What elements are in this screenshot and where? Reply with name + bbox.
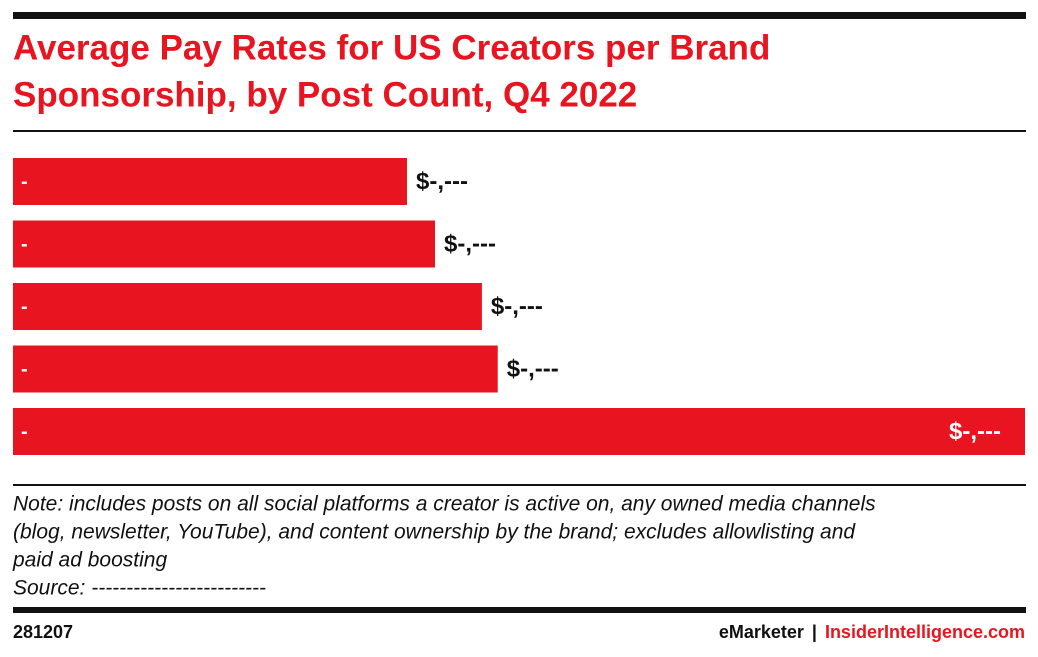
bar [13, 220, 436, 268]
rule [13, 484, 1026, 486]
rule [13, 130, 1026, 132]
value-label: $-,--- [507, 355, 559, 382]
separator: | [812, 622, 817, 642]
bar [13, 408, 1025, 455]
top-rule [13, 12, 1026, 19]
footer-brand: eMarketer | InsiderIntelligence.com [719, 622, 1025, 642]
chart-title: Sponsorship, by Post Count, Q4 2022 [13, 75, 637, 114]
category-label: - [21, 296, 28, 318]
category-label: - [21, 171, 28, 193]
brand: eMarketer [719, 622, 804, 642]
value-label: $-,--- [444, 230, 496, 257]
note: Note: includes posts on all social platf… [13, 493, 876, 516]
site: InsiderIntelligence.com [825, 622, 1025, 642]
value-label: $-,--- [491, 293, 543, 320]
bar [13, 345, 498, 393]
bottom-rule [13, 607, 1026, 613]
source: Source: ------------------------- [13, 577, 266, 600]
chart-id: 281207 [13, 622, 73, 642]
category-label: - [21, 421, 28, 443]
category-label: - [21, 233, 28, 255]
note: (blog, newsletter, YouTube), and content… [13, 521, 856, 544]
value-label: $-,--- [949, 418, 1001, 445]
category-label: - [21, 358, 28, 380]
note: paid ad boosting [12, 549, 167, 572]
value-label: $-,--- [416, 168, 468, 195]
bar [13, 283, 482, 330]
chart-title: Average Pay Rates for US Creators per Br… [13, 28, 770, 67]
bar [13, 158, 408, 205]
